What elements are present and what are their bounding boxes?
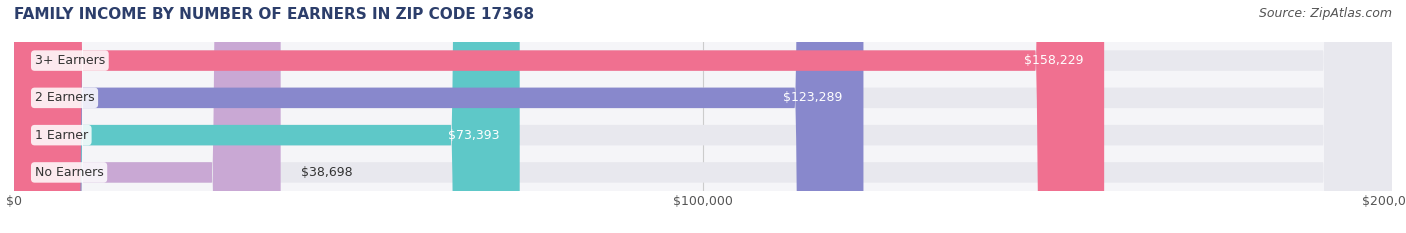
FancyBboxPatch shape bbox=[14, 0, 1392, 233]
FancyBboxPatch shape bbox=[14, 0, 281, 233]
FancyBboxPatch shape bbox=[14, 0, 1392, 233]
Text: $38,698: $38,698 bbox=[301, 166, 353, 179]
FancyBboxPatch shape bbox=[14, 0, 1392, 233]
Text: Source: ZipAtlas.com: Source: ZipAtlas.com bbox=[1258, 7, 1392, 20]
Text: FAMILY INCOME BY NUMBER OF EARNERS IN ZIP CODE 17368: FAMILY INCOME BY NUMBER OF EARNERS IN ZI… bbox=[14, 7, 534, 22]
Text: $73,393: $73,393 bbox=[447, 129, 499, 142]
FancyBboxPatch shape bbox=[14, 0, 520, 233]
Text: 3+ Earners: 3+ Earners bbox=[35, 54, 105, 67]
Text: $158,229: $158,229 bbox=[1024, 54, 1084, 67]
Text: 2 Earners: 2 Earners bbox=[35, 91, 94, 104]
FancyBboxPatch shape bbox=[14, 0, 1104, 233]
FancyBboxPatch shape bbox=[14, 0, 1392, 233]
FancyBboxPatch shape bbox=[14, 0, 863, 233]
Text: $123,289: $123,289 bbox=[783, 91, 842, 104]
Text: No Earners: No Earners bbox=[35, 166, 104, 179]
Text: 1 Earner: 1 Earner bbox=[35, 129, 87, 142]
